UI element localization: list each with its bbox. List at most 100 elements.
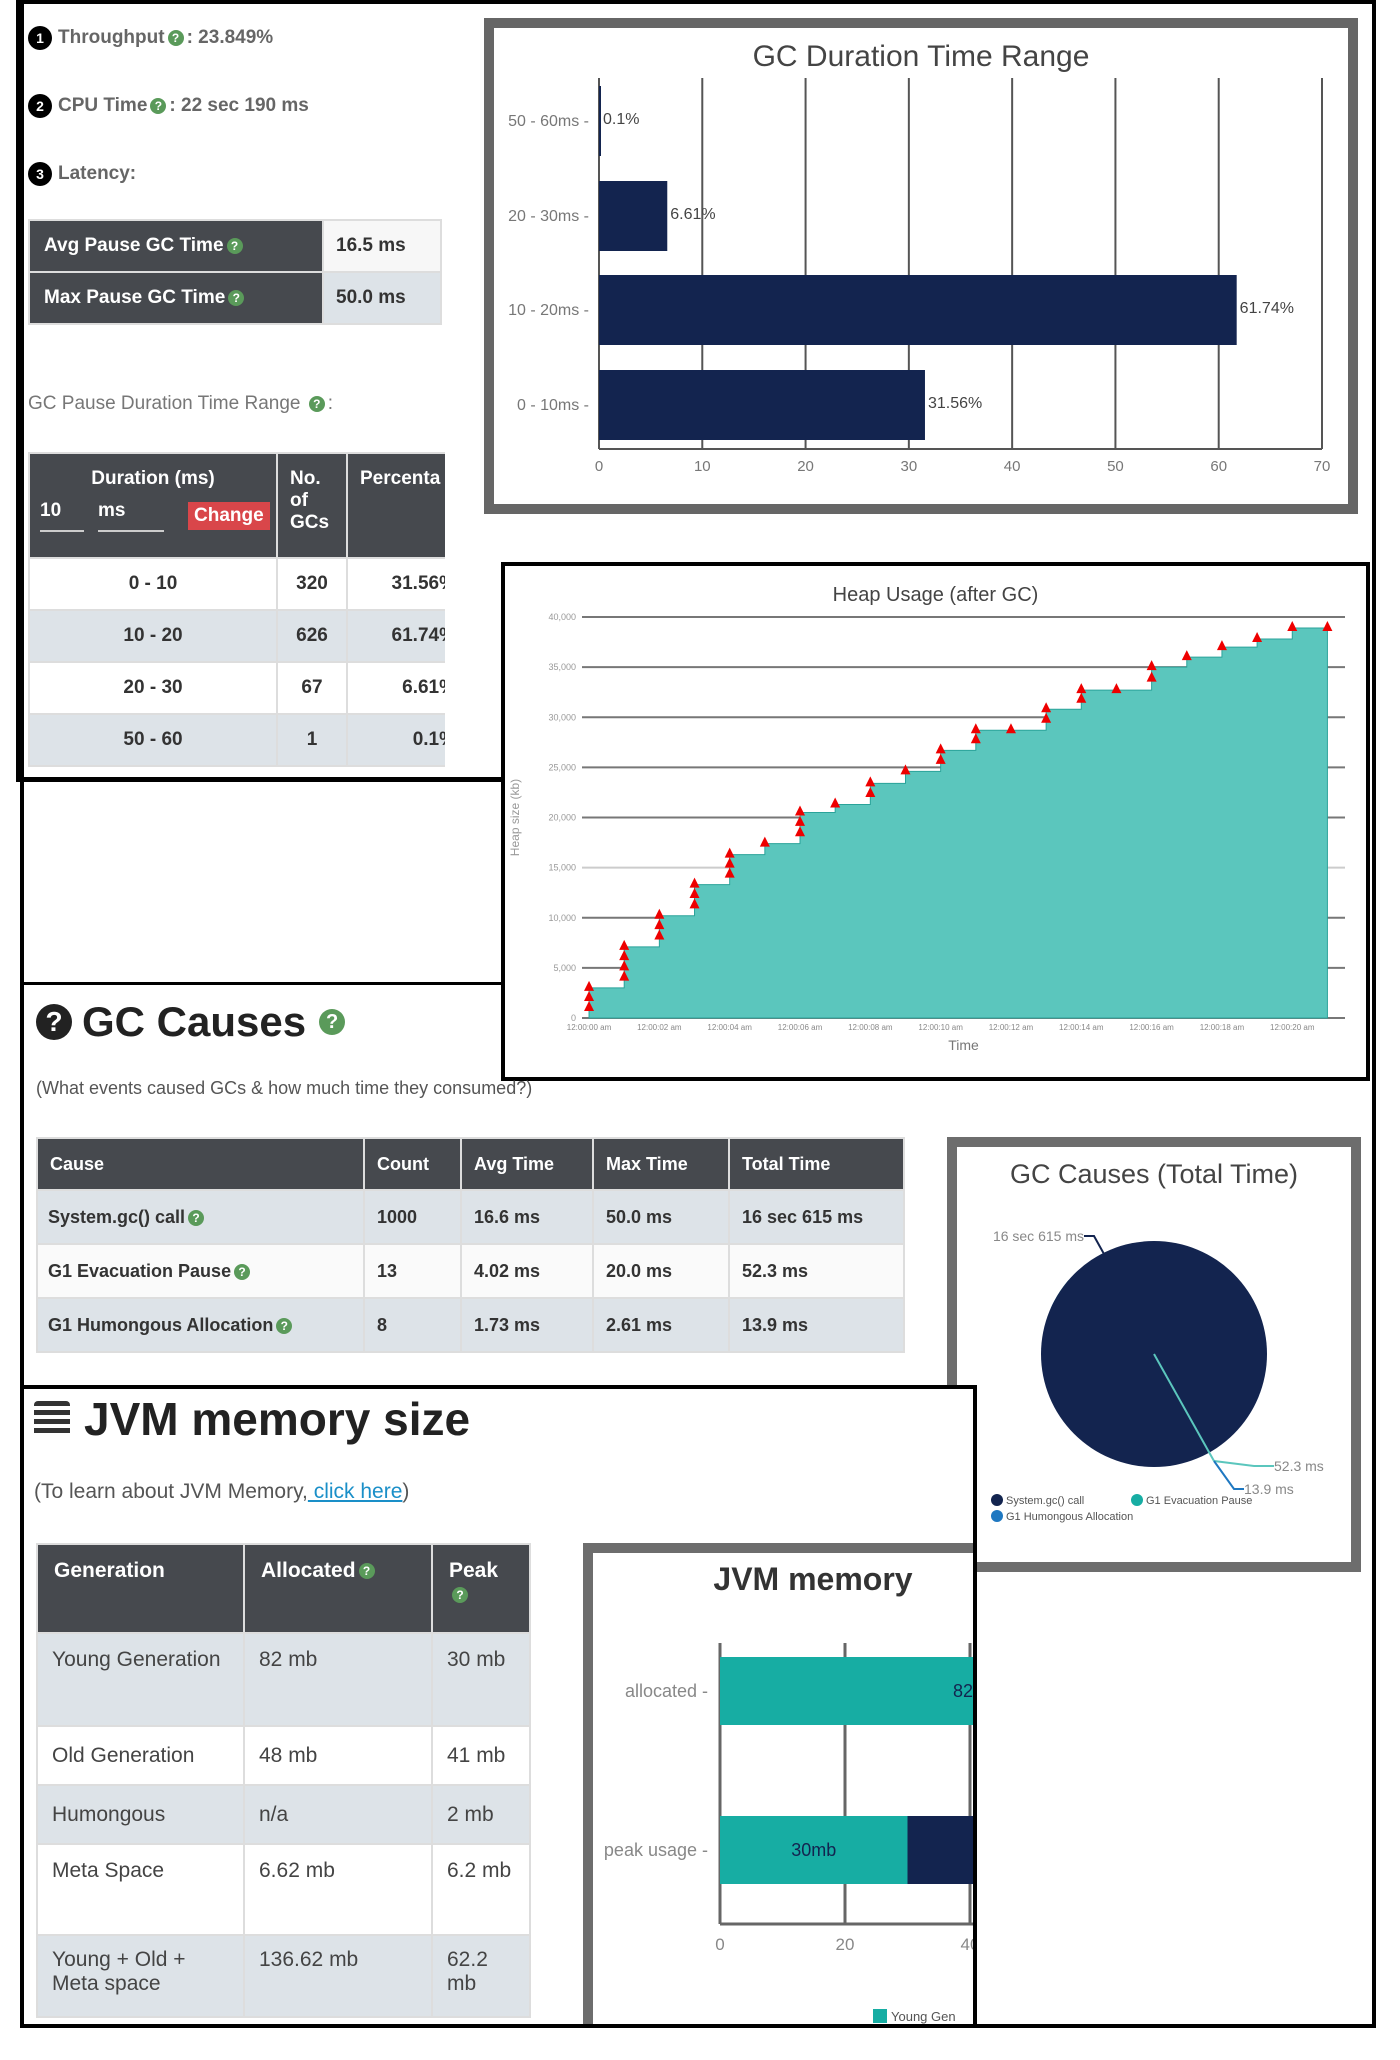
y-tick-label: 25,000: [548, 762, 576, 772]
table-row: Old Generation 48 mb 41 mb: [36, 1725, 531, 1786]
y-tick-label: 50 - 60ms -: [508, 113, 589, 130]
throughput-metric: 1 Throughput?: 23.849%: [28, 26, 273, 50]
table-row: Humongous n/a 2 mb: [36, 1784, 531, 1845]
gc-marker: [689, 877, 700, 888]
gc-marker: [1216, 640, 1227, 651]
help-icon[interactable]: ?: [167, 30, 184, 46]
gc-marker: [759, 836, 770, 847]
x-tick-label: 0: [595, 458, 603, 475]
x-axis-label: Time: [948, 1037, 979, 1053]
y-tick-label: 20 - 30ms -: [508, 208, 589, 225]
x-tick-label: 60: [1210, 458, 1227, 475]
gc-marker: [970, 723, 981, 734]
table-row: Meta Space 6.62 mb 6.2 mb: [36, 1843, 531, 1936]
gc-marker: [1287, 621, 1298, 632]
frame-line: [22, 1385, 977, 1389]
help-icon[interactable]: ?: [319, 1009, 346, 1035]
bar: [599, 370, 925, 440]
legend-label: G1 Humongous Allocation: [1006, 1511, 1133, 1523]
bar-young-gen: [720, 1816, 908, 1884]
max-pause-value: 50.0 ms: [322, 271, 442, 325]
y-tick-label: 5,000: [553, 963, 576, 973]
avg-pause-label: Avg Pause GC Time?: [28, 219, 324, 273]
step-number-2: 2: [28, 94, 52, 118]
frame-line: [16, 0, 22, 782]
pause-range-table-wrap: Duration (ms) 10 ms Change No. of GCs Pe…: [28, 452, 445, 768]
cpu-time-value: : 22 sec 190 ms: [169, 95, 309, 117]
count-header: No. of GCs: [276, 452, 348, 559]
legend-label: G1 Evacuation Pause: [1146, 1495, 1252, 1507]
gc-marker: [1076, 683, 1087, 694]
gc-causes-pie-chart: GC Causes (Total Time) 16 sec 615 ms 52.3…: [947, 1137, 1361, 1572]
gc-marker: [724, 867, 735, 878]
gc-marker: [689, 898, 700, 909]
gc-marker: [1322, 621, 1333, 632]
help-icon[interactable]: ?: [188, 1209, 205, 1226]
x-tick-label: 20: [836, 1935, 855, 1954]
table-row: G1 Evacuation Pause? 13 4.02 ms 20.0 ms 52.3…: [36, 1243, 905, 1299]
max-pause-label: Max Pause GC Time?: [28, 271, 324, 325]
help-icon[interactable]: ?: [150, 98, 167, 114]
help-icon[interactable]: ?: [226, 237, 243, 254]
bar: [599, 181, 668, 251]
x-tick-label: 12:00:04 am: [707, 1023, 752, 1032]
latency-heading: 3 Latency:: [28, 162, 136, 186]
column-header: Cause: [36, 1137, 365, 1191]
column-header: Allocated?: [243, 1543, 433, 1634]
interval-input[interactable]: 10: [40, 500, 84, 532]
percent-header: Percenta: [346, 452, 445, 559]
y-tick-label: 10,000: [548, 913, 576, 923]
y-tick-label: 35,000: [548, 662, 576, 672]
chart-title: Heap Usage (after GC): [832, 584, 1039, 606]
column-header: Generation: [36, 1543, 245, 1634]
heap-area-chart: 0 5,000 10,000 15,000 20,000 25,000 30,000 35,0…: [508, 612, 1345, 1053]
x-tick-label: 50: [1107, 458, 1124, 475]
click-here-link[interactable]: click here: [307, 1480, 403, 1503]
help-icon[interactable]: ?: [308, 395, 325, 412]
data-label: 30mb: [791, 1840, 836, 1860]
gc-marker: [619, 970, 630, 981]
data-label: 6.61%: [670, 206, 715, 223]
y-tick-label: 0: [571, 1013, 576, 1023]
table-row: G1 Humongous Allocation? 8 1.73 ms 2.61 ms 1…: [36, 1297, 905, 1353]
label-leader: [1213, 1460, 1244, 1490]
data-label: 0.1%: [603, 111, 639, 128]
help-icon[interactable]: ?: [276, 1317, 293, 1334]
y-tick-label: 10 - 20ms -: [508, 302, 589, 319]
x-tick-label: 70: [1314, 458, 1331, 475]
y-tick-label: peak usage -: [604, 1840, 708, 1860]
gc-marker: [865, 786, 876, 797]
x-tick-label: 12:00:18 am: [1200, 1023, 1245, 1032]
x-tick-label: 40: [961, 1935, 974, 1954]
data-label: 13.9 ms: [1244, 1481, 1294, 1497]
x-tick-label: 10: [694, 458, 711, 475]
x-tick-label: 0: [715, 1935, 724, 1954]
column-header: Count: [363, 1137, 462, 1191]
gc-marker: [1076, 692, 1087, 703]
help-icon[interactable]: ?: [452, 1587, 468, 1604]
gc-marker: [619, 950, 630, 961]
frame-line: [20, 0, 1376, 4]
legend-label: Young Gen: [891, 2009, 956, 2024]
unit-select[interactable]: ms: [98, 500, 164, 532]
x-tick-label: 12:00:20 am: [1270, 1023, 1315, 1032]
gc-marker: [935, 743, 946, 754]
help-icon[interactable]: ?: [234, 1263, 251, 1280]
gc-marker: [1041, 702, 1052, 713]
gc-marker: [865, 776, 876, 787]
y-tick-label: 15,000: [548, 863, 576, 873]
gc-marker: [619, 960, 630, 971]
x-tick-label: 12:00:14 am: [1059, 1023, 1104, 1032]
gc-marker: [795, 815, 805, 826]
help-icon[interactable]: ?: [358, 1563, 375, 1580]
frame-line: [22, 982, 502, 985]
change-button[interactable]: Change: [188, 502, 270, 530]
help-icon[interactable]: ?: [228, 289, 245, 306]
y-tick-label: 20,000: [548, 813, 576, 823]
gc-marker: [1181, 650, 1192, 661]
heap-usage-chart: Heap Usage (after GC) 0 5,000 10,000 15,000…: [501, 562, 1370, 1081]
frame-line: [20, 0, 24, 2028]
bar-old-gen: [907, 1816, 974, 1884]
gc-marker: [1146, 671, 1157, 682]
